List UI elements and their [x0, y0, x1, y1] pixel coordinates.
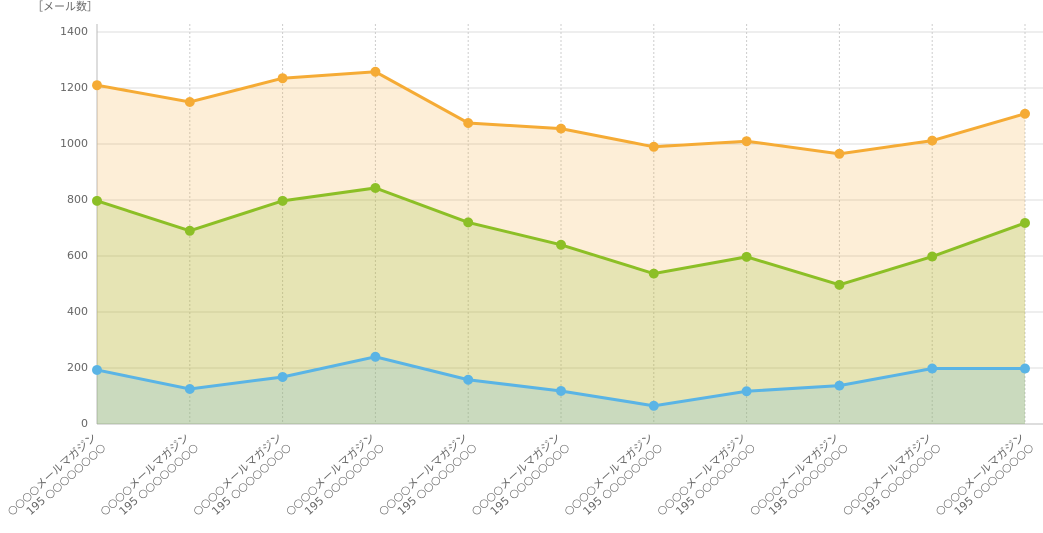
y-tick-label: 200 — [67, 361, 88, 374]
point — [463, 118, 474, 128]
point — [277, 195, 288, 206]
y-axis-label: ［メール数］ — [32, 0, 98, 13]
point — [1020, 108, 1030, 119]
area — [97, 356, 1025, 424]
point — [184, 97, 195, 107]
point — [277, 73, 288, 84]
y-tick-label: 600 — [67, 249, 88, 262]
point — [927, 251, 938, 262]
y-tick-label: 800 — [67, 193, 88, 206]
point — [648, 268, 659, 279]
point — [92, 195, 102, 206]
x-tick-label-line: ○○○○メールマガジン — [561, 431, 655, 518]
point — [556, 239, 566, 250]
point — [277, 371, 288, 382]
y-tick-label: 1000 — [60, 137, 88, 150]
point — [556, 385, 566, 396]
point — [741, 251, 752, 262]
y-tick-label: 1200 — [60, 81, 88, 94]
x-tick-label-line: ○○○○メールマガジン — [283, 431, 377, 518]
x-tick-label-line: ○○○○メールマガジン — [5, 431, 99, 518]
point — [1020, 363, 1030, 374]
point — [648, 400, 659, 411]
point — [927, 363, 938, 374]
area — [97, 187, 1025, 424]
point — [92, 80, 102, 91]
point — [184, 384, 195, 394]
y-tick-label: 400 — [67, 305, 88, 318]
point — [927, 135, 938, 146]
point — [370, 182, 381, 193]
y-tick-label: 0 — [81, 417, 88, 430]
point — [741, 386, 752, 397]
point — [463, 217, 474, 228]
y-tick-label: 1400 — [60, 25, 88, 38]
x-tick-label-line: ○○○○メールマガジン — [933, 431, 1027, 518]
x-tick-label-line: ○○○○メールマガジン — [376, 431, 470, 518]
point — [1020, 217, 1030, 228]
point — [370, 351, 381, 362]
point — [834, 279, 845, 290]
point — [648, 141, 659, 152]
point — [834, 148, 845, 159]
x-tick-label-line: ○○○○メールマガジン — [190, 431, 284, 518]
point — [184, 225, 195, 236]
x-tick-label-line: ○○○○メールマガジン — [654, 431, 748, 518]
point — [741, 136, 752, 147]
x-tick-label-line: ○○○○メールマガジン — [97, 431, 191, 518]
x-tick-label-line: ○○○○メールマガジン — [469, 431, 563, 518]
x-tick-label-line: ○○○○メールマガジン — [747, 431, 841, 518]
point — [463, 374, 474, 385]
x-tick-label-line: ○○○○メールマガジン — [840, 431, 934, 518]
point — [370, 66, 381, 77]
point — [556, 123, 566, 134]
point — [834, 380, 845, 391]
point — [92, 364, 102, 375]
